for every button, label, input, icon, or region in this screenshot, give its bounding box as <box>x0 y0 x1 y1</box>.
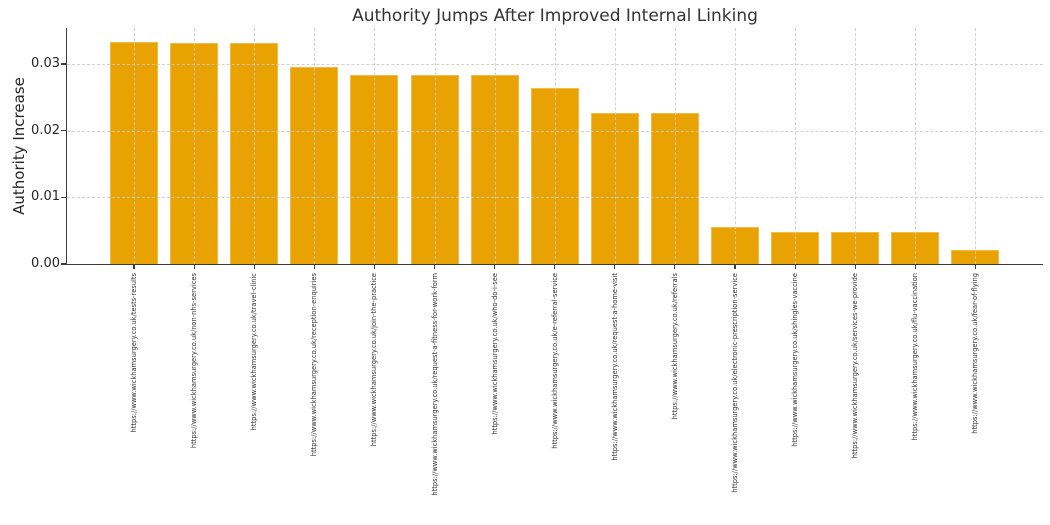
vertical-gridline <box>434 28 436 264</box>
x-axis-tick <box>554 264 556 269</box>
x-tick-label: https://www.wickhamsurgery.co.uk/shingle… <box>791 272 800 447</box>
x-axis-tick <box>734 264 736 269</box>
chart-title: Authority Jumps After Improved Internal … <box>352 6 758 26</box>
y-tick-label: 0.02 <box>31 122 60 138</box>
y-axis-tick <box>61 196 66 198</box>
y-axis-tick <box>61 63 66 65</box>
x-axis-tick <box>433 264 436 269</box>
horizontal-gridline <box>67 130 1043 132</box>
x-tick-label: https://www.wickhamsurgery.co.uk/non-nhs… <box>190 272 199 448</box>
x-tick-label: https://www.wickhamsurgery.co.uk/travel-… <box>250 272 259 430</box>
x-tick-label: https://www.wickhamsurgery.co.uk/service… <box>851 272 860 458</box>
x-tick-label: https://www.wickhamsurgery.co.uk/who-do-… <box>490 272 499 435</box>
vertical-gridline <box>554 28 556 264</box>
horizontal-gridline <box>67 64 1043 65</box>
x-tick-label: https://www.wickhamsurgery.co.uk/flu-vac… <box>911 272 920 440</box>
x-axis-tick <box>794 264 796 269</box>
vertical-gridline <box>855 28 857 264</box>
x-axis-tick <box>494 264 496 269</box>
y-tick-label: 0.03 <box>31 56 60 71</box>
x-axis-tick <box>914 264 916 269</box>
x-axis-tick <box>974 264 976 269</box>
x-axis-tick <box>313 264 315 269</box>
x-tick-label: https://www.wickhamsurgery.co.uk/recepti… <box>310 272 319 456</box>
x-axis-tick <box>193 264 195 269</box>
x-axis-tick <box>854 264 856 269</box>
x-axis-tick <box>133 264 135 269</box>
x-axis-spine <box>65 263 1043 266</box>
y-tick-label: 0.00 <box>31 256 60 271</box>
x-tick-label: https://www.wickhamsurgery.co.uk/fear-of… <box>971 272 980 434</box>
vertical-gridline <box>795 28 797 264</box>
x-tick-label: https://www.wickhamsurgery.co.uk/request… <box>430 272 439 496</box>
vertical-gridline <box>254 28 256 264</box>
x-axis-tick <box>614 264 616 269</box>
vertical-gridline <box>674 28 676 264</box>
vertical-gridline <box>134 28 135 264</box>
x-tick-label: https://www.wickhamsurgery.co.uk/electro… <box>731 272 739 493</box>
x-tick-label: https://www.wickhamsurgery.co.uk/join-th… <box>370 272 379 446</box>
x-axis-tick <box>253 264 255 269</box>
y-axis-tick <box>61 263 66 265</box>
y-axis-tick <box>61 130 66 132</box>
x-tick-label: https://www.wickhamsurgery.co.uk/request… <box>610 272 619 461</box>
vertical-gridline <box>374 28 376 264</box>
x-tick-label: https://www.wickhamsurgery.co.uk/e-refer… <box>550 272 559 449</box>
vertical-gridline <box>194 28 196 264</box>
y-tick-label: 0.01 <box>31 189 60 205</box>
vertical-gridline <box>494 28 496 264</box>
vertical-gridline <box>614 28 616 264</box>
x-tick-label: https://www.wickhamsurgery.co.uk/tests-r… <box>130 272 138 433</box>
vertical-gridline <box>975 28 977 264</box>
horizontal-gridline <box>67 197 1043 199</box>
vertical-gridline <box>735 28 736 264</box>
x-axis-tick <box>373 264 375 269</box>
x-tick-label: https://www.wickhamsurgery.co.uk/referra… <box>670 272 679 419</box>
vertical-gridline <box>915 28 917 264</box>
x-axis-tick <box>674 264 676 269</box>
vertical-gridline <box>314 28 316 264</box>
y-axis-spine <box>65 28 67 266</box>
